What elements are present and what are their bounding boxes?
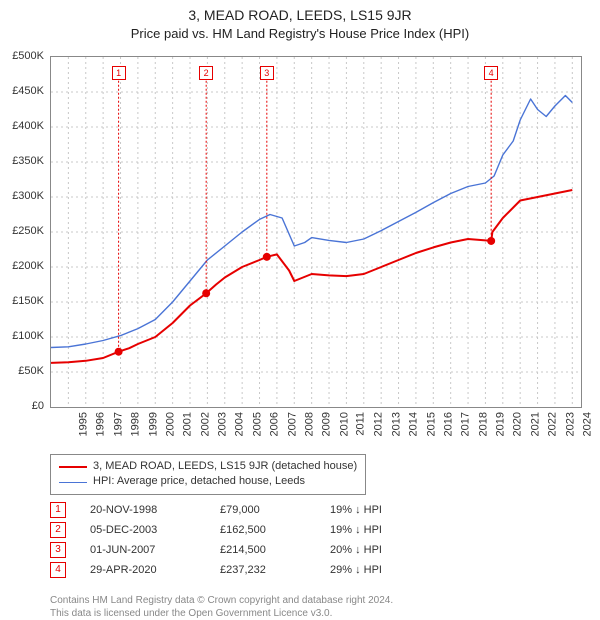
x-tick-label: 1995 [77,412,89,436]
sale-row: 1 20-NOV-1998£79,00019% ↓ HPI [50,500,430,520]
legend-row: 3, MEAD ROAD, LEEDS, LS15 9JR (detached … [59,459,357,474]
chart-title-1: 3, MEAD ROAD, LEEDS, LS15 9JR [0,6,600,24]
x-tick-label: 2023 [564,412,576,436]
legend-label: 3, MEAD ROAD, LEEDS, LS15 9JR (detached … [93,459,357,474]
x-tick-label: 1999 [147,412,159,436]
legend-swatch [59,482,87,483]
x-tick-label: 2017 [460,412,472,436]
x-tick-label: 2009 [321,412,333,436]
sale-row-marker: 3 [50,542,66,558]
legend-row: HPI: Average price, detached house, Leed… [59,474,357,489]
legend-swatch [59,466,87,468]
chart-title-2: Price paid vs. HM Land Registry's House … [0,26,600,41]
legend: 3, MEAD ROAD, LEEDS, LS15 9JR (detached … [50,454,366,495]
x-tick-label: 2020 [512,412,524,436]
sale-row-price: £79,000 [220,504,330,516]
sale-row-delta: 19% ↓ HPI [330,524,430,536]
x-tick-label: 2001 [182,412,194,436]
sale-row-marker: 2 [50,522,66,538]
footer-attribution: Contains HM Land Registry data © Crown c… [50,594,393,620]
legend-label: HPI: Average price, detached house, Leed… [93,474,305,489]
x-tick-label: 2000 [164,412,176,436]
x-tick-label: 2004 [234,412,246,436]
y-tick-label: £100K [12,330,44,342]
x-tick-label: 2003 [217,412,229,436]
sale-row-date: 01-JUN-2007 [90,544,220,556]
sale-row: 3 01-JUN-2007£214,50020% ↓ HPI [50,540,430,560]
x-tick-label: 2011 [355,412,367,436]
x-tick-label: 2021 [529,412,541,436]
sale-marker-label: 2 [199,66,213,80]
x-tick-label: 2014 [408,412,420,436]
sale-point [487,237,495,245]
y-tick-label: £500K [12,50,44,62]
y-tick-label: £350K [12,155,44,167]
sale-row-delta: 29% ↓ HPI [330,564,430,576]
sale-row-marker: 4 [50,562,66,578]
chart-container: 3, MEAD ROAD, LEEDS, LS15 9JR Price paid… [0,6,600,620]
plot-area: 1 2 3 4 [50,56,582,408]
y-tick-label: £50K [18,365,44,377]
x-tick-label: 2007 [286,412,298,436]
sale-marker-label: 3 [260,66,274,80]
footer-line-2: This data is licensed under the Open Gov… [50,607,393,620]
y-tick-label: £450K [12,85,44,97]
sale-row-marker: 1 [50,502,66,518]
sale-row-date: 29-APR-2020 [90,564,220,576]
sale-row: 4 29-APR-2020£237,23229% ↓ HPI [50,560,430,580]
footer-line-1: Contains HM Land Registry data © Crown c… [50,594,393,607]
y-axis-labels: £0£50K£100K£150K£200K£250K£300K£350K£400… [0,56,48,406]
sales-table: 1 20-NOV-1998£79,00019% ↓ HPI 2 05-DEC-2003… [50,500,430,580]
x-tick-label: 1996 [95,412,107,436]
x-tick-label: 2013 [390,412,402,436]
plot-svg [51,57,581,407]
x-tick-label: 2015 [425,412,437,436]
x-tick-label: 2016 [442,412,454,436]
sale-point [115,348,123,356]
x-tick-label: 2006 [269,412,281,436]
sale-point [263,253,271,261]
y-tick-label: £200K [12,260,44,272]
x-tick-label: 2002 [199,412,211,436]
x-tick-label: 2008 [303,412,315,436]
sale-marker-label: 1 [112,66,126,80]
y-tick-label: £150K [12,295,44,307]
y-tick-label: £0 [32,400,44,412]
sale-row-delta: 20% ↓ HPI [330,544,430,556]
sale-row-price: £237,232 [220,564,330,576]
sale-row-delta: 19% ↓ HPI [330,504,430,516]
sale-row-date: 05-DEC-2003 [90,524,220,536]
sale-point [202,289,210,297]
x-tick-label: 2019 [495,412,507,436]
y-tick-label: £300K [12,190,44,202]
x-tick-label: 1997 [112,412,124,436]
x-tick-label: 2018 [477,412,489,436]
sale-row: 2 05-DEC-2003£162,50019% ↓ HPI [50,520,430,540]
x-tick-label: 1998 [130,412,142,436]
x-tick-label: 2022 [547,412,559,436]
x-tick-label: 2010 [338,412,350,436]
sale-row-price: £214,500 [220,544,330,556]
sale-row-date: 20-NOV-1998 [90,504,220,516]
sale-marker-label: 4 [484,66,498,80]
y-tick-label: £400K [12,120,44,132]
y-tick-label: £250K [12,225,44,237]
x-tick-label: 2024 [581,412,593,436]
x-tick-label: 2005 [251,412,263,436]
sale-row-price: £162,500 [220,524,330,536]
x-tick-label: 2012 [373,412,385,436]
